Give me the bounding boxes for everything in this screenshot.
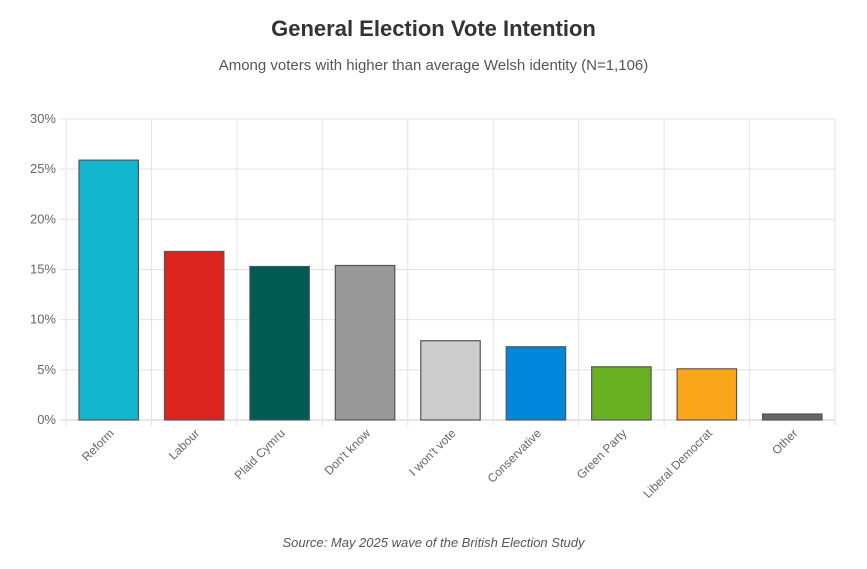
bar-labour bbox=[163, 250, 225, 421]
y-axis: 0% 5% 10% 15% 20% 25% 30% bbox=[30, 111, 56, 427]
bar-other bbox=[761, 413, 823, 421]
chart-source: Source: May 2025 wave of the British Ele… bbox=[282, 535, 585, 550]
bar-green-party bbox=[591, 366, 652, 421]
y-tick-label: 25% bbox=[30, 161, 56, 176]
x-tick-label: Plaid Cymru bbox=[232, 426, 288, 482]
x-axis: Reform Labour Plaid Cymru Don't know I won't… bbox=[79, 426, 800, 501]
chart-subtitle: Among voters with higher than average We… bbox=[218, 57, 649, 74]
x-tick-label: Conservative bbox=[485, 426, 545, 486]
y-tick-label: 20% bbox=[30, 211, 56, 226]
x-tick-label: Green Party bbox=[574, 426, 630, 482]
x-tick-label: Don't know bbox=[322, 426, 374, 478]
x-tick-label: I won't vote bbox=[406, 426, 459, 479]
bar-i-won-t-vote bbox=[420, 340, 481, 421]
bar-reform bbox=[78, 159, 140, 421]
bars bbox=[78, 159, 823, 421]
x-tick-label: Other bbox=[769, 426, 800, 457]
bar-plaid-cymru bbox=[249, 265, 310, 421]
bar-conservative bbox=[505, 346, 567, 421]
bar-liberal-democrat bbox=[676, 368, 738, 421]
y-tick-label: 15% bbox=[30, 262, 56, 277]
x-tick-label: Liberal Democrat bbox=[640, 426, 715, 501]
x-tick-label: Labour bbox=[166, 426, 202, 462]
y-tick-label: 10% bbox=[30, 312, 56, 327]
y-tick-label: 30% bbox=[30, 111, 56, 126]
chart-title: General Election Vote Intention bbox=[271, 16, 596, 41]
x-tick-label: Reform bbox=[79, 426, 117, 464]
bar-don-t-know bbox=[334, 264, 396, 421]
y-tick-label: 0% bbox=[37, 412, 56, 427]
y-tick-label: 5% bbox=[37, 362, 56, 377]
